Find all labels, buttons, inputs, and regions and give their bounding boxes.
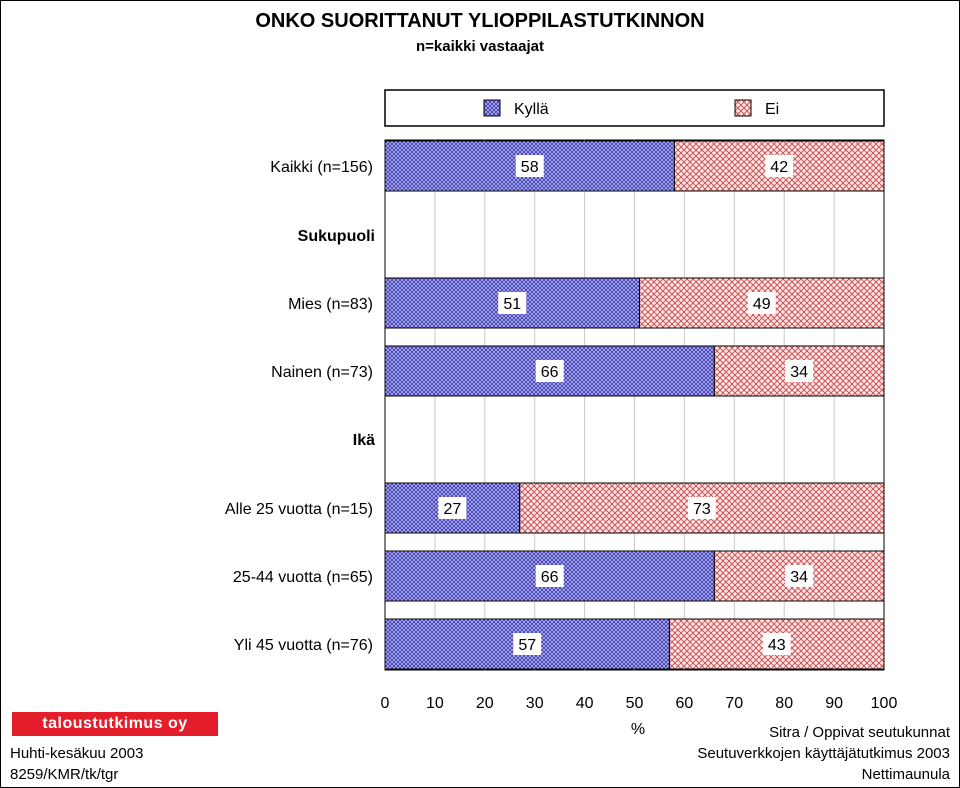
legend-label-kylla: Kyllä bbox=[514, 101, 549, 118]
data-label-ei-bg bbox=[747, 292, 776, 314]
data-label-kylla-bg bbox=[498, 292, 527, 314]
data-label-kylla: 57 bbox=[518, 637, 536, 654]
category-label: Alle 25 vuotta (n=15) bbox=[225, 501, 373, 518]
chart-subtitle: n=kaikki vastaajat bbox=[415, 38, 544, 55]
legend-swatch-kylla bbox=[483, 99, 501, 117]
x-tick-label: 0 bbox=[381, 695, 390, 712]
x-tick-label: 40 bbox=[576, 695, 594, 712]
category-header: Ikä bbox=[353, 432, 375, 449]
data-label-kylla: 51 bbox=[503, 296, 521, 313]
data-label-kylla: 66 bbox=[541, 569, 559, 586]
x-tick-label: 100 bbox=[871, 695, 898, 712]
x-tick-label: 20 bbox=[476, 695, 494, 712]
data-label-kylla-bg bbox=[438, 497, 467, 519]
data-label-ei-bg bbox=[785, 360, 814, 382]
data-label-ei-bg bbox=[687, 497, 716, 519]
data-label-kylla: 66 bbox=[541, 364, 559, 381]
data-label-ei: 49 bbox=[753, 296, 771, 313]
x-tick-label: 50 bbox=[626, 695, 644, 712]
category-label: Mies (n=83) bbox=[288, 296, 373, 313]
data-label-kylla: 58 bbox=[521, 159, 539, 176]
data-label-ei-bg bbox=[785, 565, 814, 587]
data-label-ei: 73 bbox=[693, 501, 711, 518]
data-label-kylla: 27 bbox=[443, 501, 461, 518]
x-tick-label: 30 bbox=[526, 695, 544, 712]
data-label-ei: 42 bbox=[770, 159, 788, 176]
x-tick-label: 70 bbox=[725, 695, 743, 712]
legend-label-ei: Ei bbox=[765, 101, 779, 118]
footer-code: 8259/KMR/tk/tgr bbox=[10, 766, 119, 783]
data-label-kylla-bg bbox=[513, 633, 542, 655]
category-label: 25-44 vuotta (n=65) bbox=[233, 569, 373, 586]
category-label: Kaikki (n=156) bbox=[270, 159, 373, 176]
data-label-ei-bg bbox=[765, 155, 794, 177]
legend-swatch-ei bbox=[734, 99, 752, 117]
data-label-kylla-bg bbox=[535, 565, 564, 587]
category-label: Nainen (n=73) bbox=[271, 364, 373, 381]
footer-date: Huhti-kesäkuu 2003 bbox=[10, 745, 144, 762]
data-label-ei: 34 bbox=[790, 569, 808, 586]
data-label-kylla-bg bbox=[535, 360, 564, 382]
footer-client: Sitra / Oppivat seutukunnat bbox=[769, 724, 950, 741]
bar-kylla bbox=[384, 550, 715, 602]
company-logo: taloustutkimus oy bbox=[12, 712, 218, 736]
category-label: Yli 45 vuotta (n=76) bbox=[234, 637, 373, 654]
x-axis-label: % bbox=[631, 721, 645, 738]
x-tick-label: 80 bbox=[775, 695, 793, 712]
footer-area: Nettimaunula bbox=[861, 766, 950, 783]
category-header: Sukupuoli bbox=[298, 228, 375, 245]
chart-title: ONKO SUORITTANUT YLIOPPILASTUTKINNON bbox=[255, 10, 705, 32]
footer-study: Seutuverkkojen käyttäjätutkimus 2003 bbox=[697, 745, 950, 762]
data-label-ei: 34 bbox=[790, 364, 808, 381]
data-label-ei: 43 bbox=[768, 637, 786, 654]
x-tick-label: 60 bbox=[676, 695, 694, 712]
data-label-ei-bg bbox=[762, 633, 791, 655]
x-tick-label: 90 bbox=[825, 695, 843, 712]
data-label-kylla-bg bbox=[515, 155, 544, 177]
x-tick-label: 10 bbox=[426, 695, 444, 712]
legend-box bbox=[384, 89, 885, 127]
